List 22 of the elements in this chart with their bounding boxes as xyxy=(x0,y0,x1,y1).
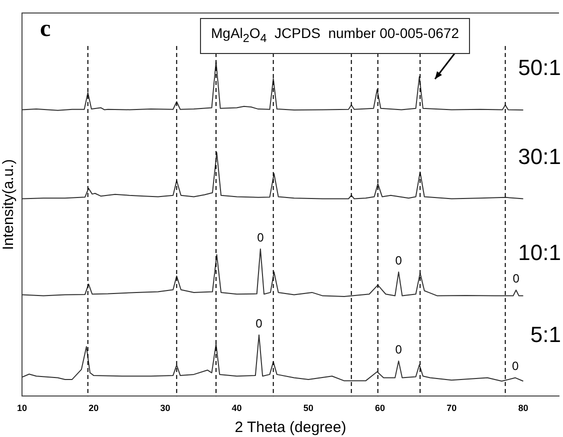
x-tick-label: 50 xyxy=(303,403,314,414)
x-tick-label: 70 xyxy=(446,403,457,414)
x-tick-label: 20 xyxy=(88,403,99,414)
x-tick-label: 80 xyxy=(518,403,528,414)
y-axis-title: Intensity(a.u.) xyxy=(0,159,18,250)
x-tick-label: 10 xyxy=(16,403,28,414)
annotation: 0 xyxy=(512,271,520,286)
x-tick-label: 30 xyxy=(160,403,170,414)
x-tick-label: 40 xyxy=(232,403,242,414)
text: MgAl$_{2}$O$_{4}$ JCPDS number 00-005-0672 xyxy=(200,18,470,54)
series-label: 50:1 xyxy=(518,54,561,80)
series-label: 10:1 xyxy=(518,240,561,265)
series-label: 5:1 xyxy=(530,322,561,348)
text: c xyxy=(40,16,51,42)
annotation: 0 xyxy=(512,359,519,374)
series-label: 30:1 xyxy=(518,144,561,169)
x-tick-label: 60 xyxy=(374,403,386,414)
annotation: 0 xyxy=(256,316,263,330)
annotation: 0 xyxy=(257,230,264,244)
annotation: 0 xyxy=(395,253,402,268)
x-axis-title: 2 Theta (degree) xyxy=(234,419,346,436)
annotation: 0 xyxy=(395,342,402,356)
